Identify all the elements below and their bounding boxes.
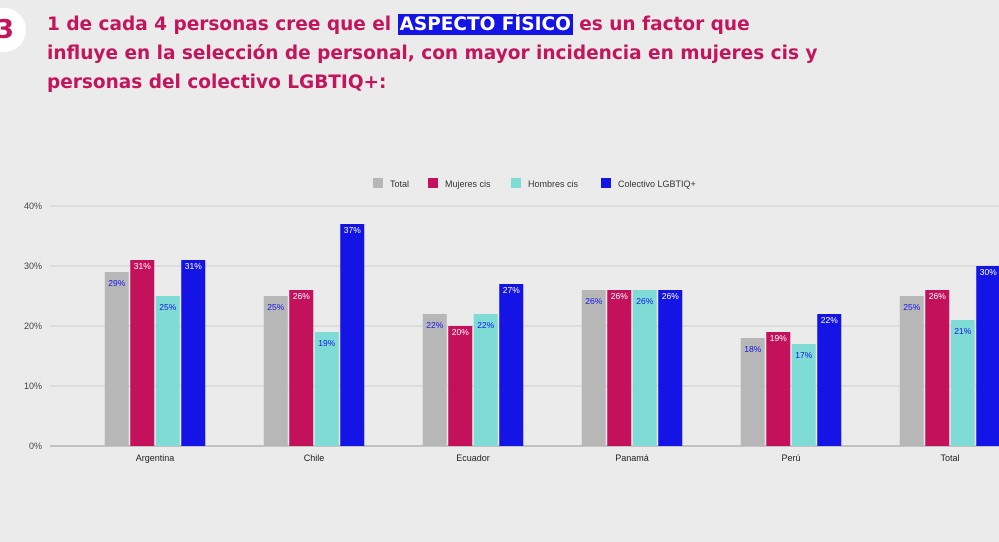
bar <box>766 332 791 446</box>
data-label: 21% <box>954 326 971 336</box>
y-tick-label: 0% <box>29 441 42 451</box>
legend-swatch <box>373 178 383 188</box>
legend-label: Colectivo LGBTIQ+ <box>618 179 696 189</box>
bar <box>607 290 632 446</box>
legend-swatch <box>511 178 521 188</box>
data-label: 26% <box>293 291 310 301</box>
bar <box>581 290 606 446</box>
legend-label: Mujeres cis <box>445 179 491 189</box>
x-tick-label: Perú <box>781 453 800 463</box>
bar <box>155 296 180 446</box>
y-tick-label: 40% <box>24 201 42 211</box>
data-label: 31% <box>185 261 202 271</box>
bar <box>473 314 498 446</box>
bar <box>263 296 288 446</box>
x-tick-label: Total <box>940 453 959 463</box>
headline-part-1: 1 de cada 4 personas cree que el <box>47 14 398 35</box>
bar <box>740 338 765 446</box>
data-label: 19% <box>770 333 787 343</box>
data-label: 26% <box>929 291 946 301</box>
bar <box>817 314 842 446</box>
bar <box>658 290 683 446</box>
data-label: 31% <box>134 261 151 271</box>
data-label: 18% <box>744 344 761 354</box>
slide-number: 3 <box>0 15 14 45</box>
y-tick-label: 30% <box>24 261 42 271</box>
legend-swatch <box>428 178 438 188</box>
data-label: 30% <box>980 267 997 277</box>
data-label: 26% <box>662 291 679 301</box>
x-tick-label: Ecuador <box>456 453 490 463</box>
x-tick-label: Panamá <box>615 453 649 463</box>
data-label: 20% <box>452 327 469 337</box>
bar <box>340 224 365 446</box>
data-label: 29% <box>108 278 125 288</box>
data-label: 22% <box>821 315 838 325</box>
bar <box>104 272 129 446</box>
bar <box>448 326 473 446</box>
bar <box>181 260 206 446</box>
data-label: 25% <box>903 302 920 312</box>
bar <box>976 266 999 446</box>
data-label: 26% <box>611 291 628 301</box>
page-title: 1 de cada 4 personas cree que el ASPECTO… <box>47 10 827 97</box>
data-label: 22% <box>426 320 443 330</box>
legend-label: Hombres cis <box>528 179 579 189</box>
data-label: 25% <box>267 302 284 312</box>
bar <box>791 344 816 446</box>
data-label: 22% <box>477 320 494 330</box>
headline-highlight: ASPECTO FÍSICO <box>397 14 573 35</box>
y-tick-label: 20% <box>24 321 42 331</box>
bar <box>925 290 950 446</box>
bar <box>130 260 155 446</box>
legend-swatch <box>601 178 611 188</box>
y-tick-label: 10% <box>24 381 42 391</box>
data-label: 19% <box>318 338 335 348</box>
data-label: 37% <box>344 225 361 235</box>
headline-part-2: es un factor que influye en la selección… <box>47 14 818 93</box>
bar <box>314 332 339 446</box>
data-label: 17% <box>795 350 812 360</box>
data-label: 25% <box>159 302 176 312</box>
bar <box>499 284 524 446</box>
legend-label: Total <box>390 179 409 189</box>
bar <box>422 314 447 446</box>
data-label: 27% <box>503 285 520 295</box>
bar <box>289 290 314 446</box>
data-label: 26% <box>585 296 602 306</box>
bar <box>899 296 924 446</box>
x-tick-label: Argentina <box>136 453 175 463</box>
bar <box>950 320 975 446</box>
data-label: 26% <box>636 296 653 306</box>
bar <box>632 290 657 446</box>
x-tick-label: Chile <box>304 453 325 463</box>
